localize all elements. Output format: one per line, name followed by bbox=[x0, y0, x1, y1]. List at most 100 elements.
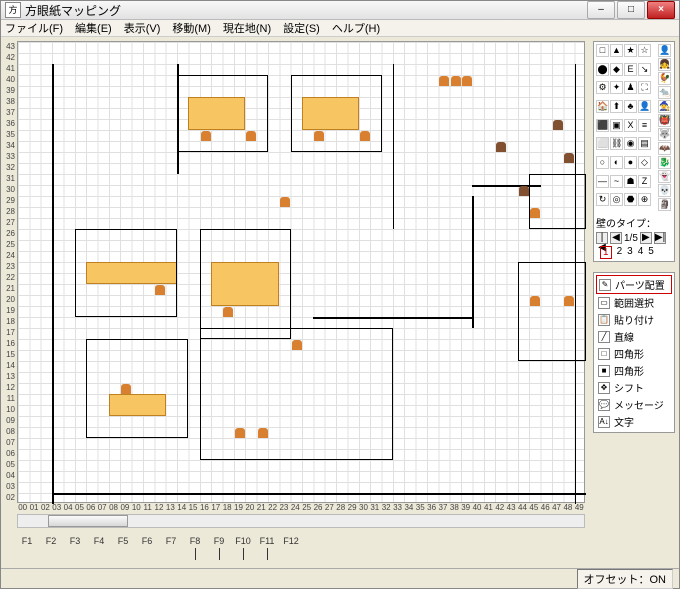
scrollbar-thumb[interactable] bbox=[48, 515, 128, 527]
tool-item[interactable]: ▭範囲選択 bbox=[596, 294, 672, 311]
map-sprite bbox=[496, 142, 506, 152]
palette-cell[interactable]: ⬛ bbox=[596, 119, 609, 132]
palette-cell[interactable]: ◎ bbox=[610, 193, 623, 206]
palette-sprite-cell[interactable]: 🗿 bbox=[658, 198, 671, 211]
fkey-label[interactable]: F3 bbox=[65, 536, 85, 546]
minimize-button[interactable]: – bbox=[587, 1, 615, 19]
palette-cell[interactable]: ● bbox=[624, 156, 637, 169]
fkey-label[interactable]: F11 bbox=[257, 536, 277, 560]
tool-item[interactable]: 💬メッセージ bbox=[596, 396, 672, 413]
map-sprite bbox=[121, 384, 131, 394]
col-label: 44 bbox=[517, 503, 528, 512]
fkey-label[interactable]: F12 bbox=[281, 536, 301, 546]
maximize-button[interactable]: □ bbox=[617, 1, 645, 19]
fkey-label[interactable]: F6 bbox=[137, 536, 157, 546]
wall-type-number[interactable]: 1 bbox=[600, 246, 612, 259]
menu-item[interactable]: 設定(S) bbox=[283, 20, 320, 36]
palette-cell[interactable]: 🏠 bbox=[596, 100, 609, 113]
palette-sprite-cell[interactable]: 🐀 bbox=[658, 86, 671, 99]
palette-sprite-cell[interactable]: 💀 bbox=[658, 184, 671, 197]
palette-cell[interactable]: ⬤ bbox=[596, 63, 609, 76]
wall-type-number[interactable]: 3 bbox=[627, 246, 633, 259]
fkey-label[interactable]: F8 bbox=[185, 536, 205, 560]
horizontal-scrollbar[interactable] bbox=[17, 514, 585, 528]
fkey-label[interactable]: F10 bbox=[233, 536, 253, 560]
row-label: 13 bbox=[3, 371, 17, 382]
palette-sprite-cell[interactable]: 🐺 bbox=[658, 128, 671, 141]
page-prev-button[interactable]: ◀ bbox=[610, 232, 622, 244]
palette-sprite-cell[interactable]: 🦇 bbox=[658, 142, 671, 155]
row-label: 27 bbox=[3, 217, 17, 228]
palette-cell[interactable]: ☆ bbox=[638, 44, 651, 57]
palette-cell[interactable]: Z bbox=[638, 175, 651, 188]
palette-cell[interactable]: □ bbox=[596, 44, 609, 57]
palette-cell[interactable]: ↘ bbox=[638, 63, 651, 76]
menu-item[interactable]: 編集(E) bbox=[75, 20, 112, 36]
palette-cell[interactable]: ⬣ bbox=[624, 193, 637, 206]
col-label: 29 bbox=[346, 503, 357, 512]
fkey-label[interactable]: F2 bbox=[41, 536, 61, 546]
palette-sprite-cell[interactable]: 🐉 bbox=[658, 156, 671, 169]
palette-cell[interactable]: ⛶ bbox=[638, 81, 651, 94]
tool-item[interactable]: ✥シフト bbox=[596, 379, 672, 396]
palette-cell[interactable]: ▤ bbox=[638, 137, 651, 150]
menu-item[interactable]: ヘルプ(H) bbox=[332, 20, 380, 36]
palette-cell[interactable]: ▲ bbox=[610, 44, 623, 57]
palette-sprite-cell[interactable]: 👧 bbox=[658, 58, 671, 71]
palette-cell[interactable]: ▣ bbox=[610, 119, 623, 132]
tool-icon: 💬 bbox=[598, 399, 610, 411]
palette-cell[interactable]: ♣ bbox=[624, 100, 637, 113]
palette-sprite-cell[interactable]: 🐓 bbox=[658, 72, 671, 85]
page-next-button[interactable]: ▶ bbox=[640, 232, 652, 244]
palette-cell[interactable]: ♟ bbox=[624, 81, 637, 94]
palette-cell[interactable]: ○ bbox=[596, 156, 609, 169]
wall-type-number[interactable]: 4 bbox=[638, 246, 644, 259]
fkey-label[interactable]: F9 bbox=[209, 536, 229, 560]
fkey-label[interactable]: F5 bbox=[113, 536, 133, 546]
palette-cell[interactable]: X bbox=[624, 119, 637, 132]
palette-sprite-cell[interactable]: 👤 bbox=[658, 44, 671, 57]
palette-cell[interactable]: ⬜ bbox=[596, 137, 609, 150]
palette-cell[interactable]: ⬆ bbox=[610, 100, 623, 113]
fkey-label[interactable]: F1 bbox=[17, 536, 37, 546]
fkey-label[interactable]: F7 bbox=[161, 536, 181, 546]
palette-sprite-cell[interactable]: 🧙 bbox=[658, 100, 671, 113]
close-button[interactable]: × bbox=[647, 1, 675, 19]
menu-item[interactable]: 表示(V) bbox=[124, 20, 161, 36]
tool-label: パーツ配置 bbox=[615, 277, 665, 292]
palette-sprite-cell[interactable]: 👹 bbox=[658, 114, 671, 127]
palette-cell[interactable]: ~ bbox=[610, 175, 623, 188]
tool-item[interactable]: ✎パーツ配置 bbox=[596, 275, 672, 294]
col-label: 06 bbox=[85, 503, 96, 512]
palette-cell[interactable]: ⚙ bbox=[596, 81, 609, 94]
menu-item[interactable]: 移動(M) bbox=[172, 20, 211, 36]
wall-type-number[interactable]: 2 bbox=[617, 246, 623, 259]
tool-item[interactable]: ■四角形 bbox=[596, 362, 672, 379]
palette-cell[interactable]: ✦ bbox=[610, 81, 623, 94]
page-last-button[interactable]: ▶| bbox=[654, 232, 666, 244]
palette-cell[interactable]: ◆ bbox=[610, 63, 623, 76]
palette-sprite-cell[interactable]: 👻 bbox=[658, 170, 671, 183]
fkey-label[interactable]: F4 bbox=[89, 536, 109, 546]
tool-item[interactable]: 📋貼り付け bbox=[596, 311, 672, 328]
palette-cell[interactable]: — bbox=[596, 175, 609, 188]
palette-cell[interactable]: E bbox=[624, 63, 637, 76]
tool-item[interactable]: □四角形 bbox=[596, 345, 672, 362]
palette-cell[interactable]: ☗ bbox=[624, 175, 637, 188]
menu-item[interactable]: ファイル(F) bbox=[5, 20, 63, 36]
page-first-button[interactable]: |◀ bbox=[596, 232, 608, 244]
palette-cell[interactable]: ◉ bbox=[624, 137, 637, 150]
palette-cell[interactable]: ⊕ bbox=[638, 193, 651, 206]
palette-cell[interactable]: ◇ bbox=[638, 156, 651, 169]
wall-type-number[interactable]: 5 bbox=[648, 246, 654, 259]
palette-cell[interactable]: 👤 bbox=[638, 100, 651, 113]
palette-cell[interactable]: ↻ bbox=[596, 193, 609, 206]
tool-item[interactable]: ╱直線 bbox=[596, 328, 672, 345]
palette-cell[interactable]: ⛓ bbox=[610, 137, 623, 150]
palette-cell[interactable]: ≡ bbox=[638, 119, 651, 132]
map-grid[interactable] bbox=[17, 41, 585, 503]
palette-cell[interactable]: ◐ bbox=[610, 156, 623, 169]
palette-cell[interactable]: ★ bbox=[624, 44, 637, 57]
menu-item[interactable]: 現在地(N) bbox=[223, 20, 271, 36]
tool-item[interactable]: A↓文字 bbox=[596, 413, 672, 430]
